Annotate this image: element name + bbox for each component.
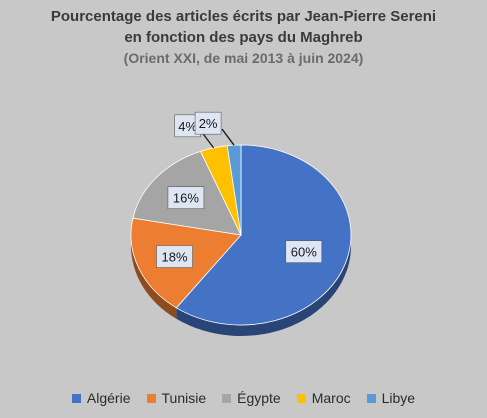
data-label-box-1 xyxy=(156,245,193,268)
pie-slice-4 xyxy=(226,144,242,236)
legend-swatch-libye xyxy=(366,393,376,403)
pie-slice-0 xyxy=(175,144,352,326)
data-label-0: 60% xyxy=(291,245,317,260)
legend-label-maroc: Maroc xyxy=(311,390,351,406)
data-label-2: 16% xyxy=(173,191,199,206)
data-label-box-0 xyxy=(285,240,323,263)
legend-swatch-tunisie xyxy=(146,393,156,403)
chart-title-block: Pourcentage des articles écrits par Jean… xyxy=(0,6,487,68)
legend-item-tunisie: Tunisie xyxy=(146,390,207,406)
legend-item-algerie: Algérie xyxy=(71,390,131,406)
legend-label-tunisie: Tunisie xyxy=(161,390,207,406)
data-label-box-4 xyxy=(194,111,222,135)
legend-swatch-maroc xyxy=(296,393,306,403)
data-label-3: 4% xyxy=(178,119,197,134)
chart-title-line-1: Pourcentage des articles écrits par Jean… xyxy=(50,8,437,25)
legend-item-libye: Libye xyxy=(366,390,416,406)
legend-item-egypte: Égypte xyxy=(222,390,281,406)
leader-line-3 xyxy=(201,131,215,149)
chart-legend: Algérie Tunisie Égypte Maroc Libye xyxy=(0,390,487,406)
pie-side-1 xyxy=(131,235,177,319)
data-label-box-2 xyxy=(167,186,205,210)
chart-subtitle: (Orient XXI, de mai 2013 à juin 2024) xyxy=(123,50,364,66)
legend-swatch-algerie xyxy=(71,393,81,403)
legend-swatch-egypte xyxy=(222,393,232,403)
legend-label-libye: Libye xyxy=(381,390,416,406)
chart-title-line-2: en fonction des pays du Maghreb xyxy=(124,29,363,46)
legend-label-egypte: Égypte xyxy=(237,390,281,406)
pie-side-0 xyxy=(176,235,351,336)
data-label-1: 18% xyxy=(162,250,188,265)
legend-label-algerie: Algérie xyxy=(86,390,131,406)
legend-item-maroc: Maroc xyxy=(296,390,351,406)
leader-line-4 xyxy=(221,128,235,146)
data-label-4: 2% xyxy=(199,116,218,131)
